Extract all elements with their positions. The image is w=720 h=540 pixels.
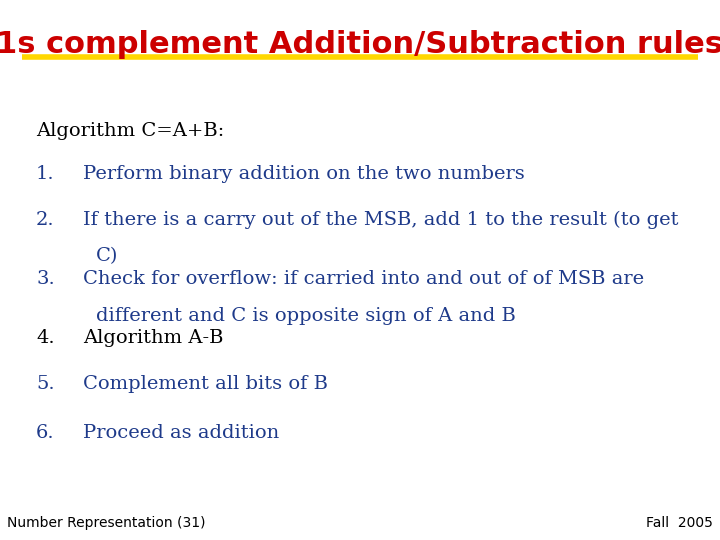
Text: 1s complement Addition/Subtraction rules: 1s complement Addition/Subtraction rules	[0, 30, 720, 59]
Text: Number Representation (31): Number Representation (31)	[7, 516, 206, 530]
Text: If there is a carry out of the MSB, add 1 to the result (to get: If there is a carry out of the MSB, add …	[83, 211, 678, 229]
Text: C): C)	[96, 247, 118, 265]
Text: 1.: 1.	[36, 165, 55, 183]
Text: Complement all bits of B: Complement all bits of B	[83, 375, 328, 393]
Text: 4.: 4.	[36, 329, 55, 347]
Text: Check for overflow: if carried into and out of of MSB are: Check for overflow: if carried into and …	[83, 270, 644, 288]
Text: 3.: 3.	[36, 270, 55, 288]
Text: Algorithm C=A+B:: Algorithm C=A+B:	[36, 122, 224, 139]
Text: 6.: 6.	[36, 424, 55, 442]
Text: Proceed as addition: Proceed as addition	[83, 424, 279, 442]
Text: 2.: 2.	[36, 211, 55, 228]
Text: Perform binary addition on the two numbers: Perform binary addition on the two numbe…	[83, 165, 525, 183]
Text: Fall  2005: Fall 2005	[646, 516, 713, 530]
Text: 5.: 5.	[36, 375, 55, 393]
Text: different and C is opposite sign of A and B: different and C is opposite sign of A an…	[96, 307, 516, 325]
Text: Algorithm A-B: Algorithm A-B	[83, 329, 223, 347]
